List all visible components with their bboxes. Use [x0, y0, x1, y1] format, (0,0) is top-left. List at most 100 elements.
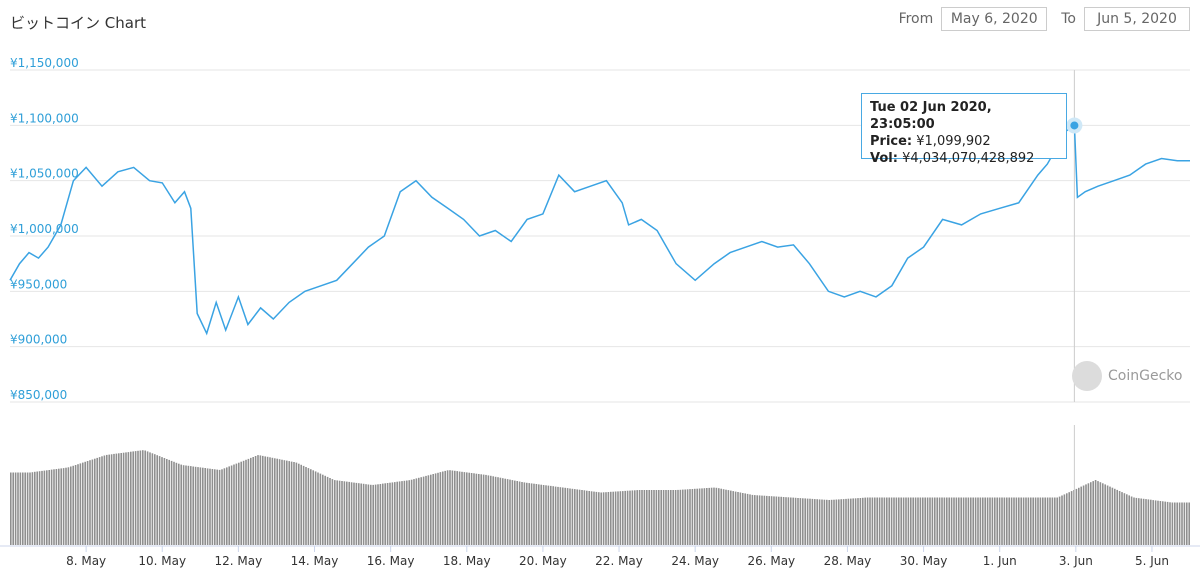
x-axis-labels: 8. May 10. May 12. May 14. May 16. May 18. Ma…	[66, 546, 1169, 568]
volume-bar	[1150, 499, 1152, 545]
tooltip-date: Tue 02 Jun 2020, 23:05:00	[870, 100, 992, 132]
volume-bar	[192, 466, 194, 545]
volume-bar	[420, 477, 422, 545]
volume-bar	[1171, 502, 1174, 545]
to-date-input[interactable]: Jun 5, 2020	[1084, 7, 1190, 31]
volume-bar	[768, 496, 770, 545]
volume-bar	[1159, 501, 1162, 545]
volume-bar	[1054, 497, 1056, 545]
volume-bar	[886, 497, 888, 545]
volume-bar	[931, 497, 934, 545]
volume-bar	[497, 477, 499, 545]
volume-bar	[48, 470, 50, 545]
volume-bar	[396, 481, 398, 545]
volume-bar	[626, 490, 629, 545]
volume-bar	[833, 499, 835, 545]
volume-bar	[264, 456, 266, 545]
volume-bar	[1178, 502, 1181, 545]
volume-bar	[595, 491, 598, 545]
volume-bar	[1001, 497, 1003, 545]
volume-bar	[1034, 497, 1037, 545]
volume-bar	[1025, 497, 1027, 545]
volume-bar	[283, 460, 286, 545]
volume-bar	[648, 490, 650, 545]
volume-bar	[278, 459, 281, 545]
volume-bar	[523, 482, 526, 545]
volume-bar	[758, 495, 761, 545]
volume-bar	[245, 459, 247, 545]
volume-bar	[559, 487, 562, 545]
volume-bar	[802, 498, 804, 545]
volume-bar	[631, 490, 634, 545]
volume-bar	[430, 474, 432, 545]
volume-bar	[804, 498, 806, 545]
volume-bar	[74, 465, 77, 545]
volume-bar	[854, 498, 857, 545]
volume-bar	[859, 498, 862, 545]
volume-bar	[1104, 484, 1106, 545]
volume-bar	[516, 481, 518, 545]
volume-bar	[900, 497, 902, 545]
volume-bar	[797, 498, 799, 545]
volume-bar	[384, 483, 386, 545]
volume-bar	[725, 489, 727, 545]
volume-bar	[838, 499, 840, 545]
volume-bar	[1037, 497, 1039, 545]
volume-bar	[730, 490, 732, 545]
volume-bar	[984, 497, 986, 545]
volume-bar	[883, 497, 886, 545]
volume-bar	[226, 467, 228, 545]
volume-bar	[106, 454, 108, 545]
volume-bar	[694, 488, 696, 545]
volume-bar	[398, 481, 401, 545]
volume-bar	[857, 498, 859, 545]
volume-bar	[828, 500, 830, 545]
volume-bar	[780, 496, 782, 545]
volume-bar	[353, 482, 355, 545]
volume-bar	[317, 472, 319, 545]
hover-point[interactable]	[1066, 117, 1083, 134]
volume-bar	[65, 467, 67, 545]
volume-bar	[564, 487, 566, 545]
volume-bar	[576, 489, 578, 545]
volume-bar	[715, 487, 718, 545]
volume-bar	[763, 495, 766, 545]
volume-bar	[706, 488, 708, 545]
volume-bar	[653, 490, 655, 545]
volume-bar	[382, 483, 384, 545]
volume-bar	[336, 480, 338, 545]
volume-bar	[660, 490, 662, 545]
volume-bar	[924, 497, 926, 545]
volume-bar	[199, 467, 202, 545]
volume-bar	[998, 497, 1001, 545]
volume-bar	[1078, 487, 1080, 545]
volume-bar	[811, 498, 814, 545]
volume-bar	[1063, 494, 1066, 545]
volume-bar	[734, 491, 737, 545]
volume-bar	[521, 482, 523, 545]
volume-bar	[175, 462, 178, 545]
volume-bar	[552, 486, 554, 545]
volume-bar	[142, 450, 144, 545]
volume-bar	[89, 460, 91, 545]
volume-bar	[991, 497, 994, 545]
volume-bar	[46, 470, 48, 545]
volume-bar	[372, 484, 374, 545]
volume-bar	[55, 469, 58, 545]
volume-bar	[269, 457, 271, 545]
volume-bar	[974, 497, 977, 545]
from-date-input[interactable]: May 6, 2020	[941, 7, 1048, 31]
volume-bar	[415, 478, 418, 545]
volume-bar	[329, 478, 331, 545]
volume-bar	[338, 480, 341, 545]
volume-bar	[480, 474, 482, 545]
volume-bar	[773, 496, 775, 545]
volume-bar	[590, 491, 593, 545]
volume-bar	[17, 472, 19, 545]
volume-bar	[461, 471, 463, 545]
volume-bar	[547, 485, 550, 545]
volume-bar	[506, 479, 509, 545]
volume-bar	[427, 475, 430, 545]
y-tick-label: ¥1,000,000	[10, 222, 79, 236]
volume-bar	[391, 482, 394, 545]
